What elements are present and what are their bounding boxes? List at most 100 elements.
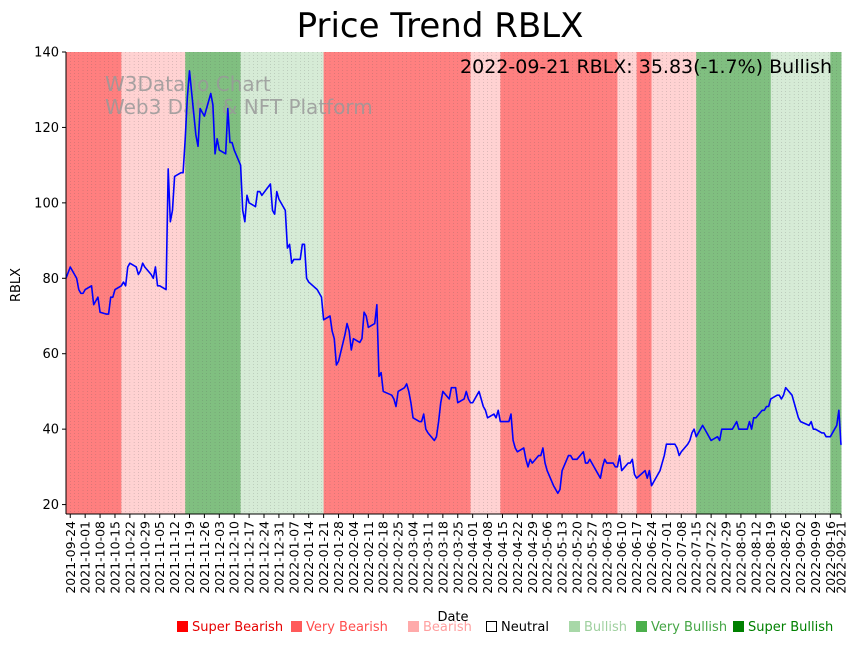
x-tick-label: 2022-05-20 bbox=[569, 521, 584, 594]
legend-label: Super Bearish bbox=[192, 620, 284, 635]
x-tick-label: 2022-09-09 bbox=[808, 521, 823, 594]
legend-item-super-bearish: Super Bearish bbox=[177, 620, 283, 635]
x-axis-ticks: 2021-09-24 2021-10-01 2021-10-08 2021-10-15… bbox=[63, 514, 849, 594]
trend-band-very-bullish bbox=[830, 52, 842, 514]
x-tick-label: 2022-07-01 bbox=[659, 521, 674, 594]
x-tick-label: 2022-09-16 bbox=[823, 521, 838, 594]
x-tick-label: 2021-10-01 bbox=[78, 521, 93, 594]
legend-item-neutral: Neutral bbox=[486, 620, 549, 635]
x-tick-label: 2022-07-08 bbox=[674, 521, 689, 594]
x-tick-label: 2021-11-19 bbox=[182, 521, 197, 594]
x-tick-label: 2022-08-19 bbox=[763, 521, 778, 594]
trend-band-very-bearish bbox=[500, 52, 618, 514]
trend-legend: Super Bearish Very Bearish Bearish Neutral B… bbox=[0, 620, 859, 640]
legend-item-bearish: Bearish bbox=[408, 620, 472, 635]
trend-bands bbox=[66, 52, 842, 514]
legend-item-bullish: Bullish bbox=[569, 620, 627, 635]
x-tick-label: 2022-06-24 bbox=[644, 521, 659, 594]
legend-item-very-bullish: Very Bullish bbox=[636, 620, 727, 635]
price-annotation: 2022-09-21 RBLX: 35.83(-1.7%) Bullish bbox=[460, 56, 832, 78]
x-tick-label: 2022-01-07 bbox=[286, 521, 301, 594]
x-tick-label: 2022-08-12 bbox=[748, 521, 763, 594]
x-tick-label: 2021-10-22 bbox=[122, 521, 137, 594]
trend-band-very-bearish bbox=[636, 52, 653, 514]
x-tick-label: 2021-12-10 bbox=[227, 521, 242, 594]
legend-label: Super Bullish bbox=[748, 620, 834, 635]
x-tick-label: 2021-11-12 bbox=[167, 521, 182, 594]
x-tick-label: 2022-04-29 bbox=[525, 521, 540, 594]
x-tick-label: 2022-01-28 bbox=[331, 521, 346, 594]
x-tick-label: 2021-09-24 bbox=[63, 521, 78, 594]
x-tick-label: 2022-02-11 bbox=[361, 521, 376, 594]
x-tick-label: 2022-02-04 bbox=[346, 521, 361, 594]
y-tick-label: 140 bbox=[34, 46, 59, 61]
legend-item-super-bullish: Super Bullish bbox=[733, 620, 833, 635]
trend-band-bullish bbox=[770, 52, 831, 514]
y-tick-label: 60 bbox=[42, 347, 59, 362]
x-tick-label: 2022-06-17 bbox=[629, 521, 644, 594]
legend-swatch bbox=[569, 621, 580, 632]
legend-swatch bbox=[291, 621, 302, 632]
trend-band-bullish bbox=[240, 52, 325, 514]
axes bbox=[65, 52, 841, 515]
x-tick-label: 2022-02-18 bbox=[376, 521, 391, 594]
x-tick-label: 2022-09-02 bbox=[793, 521, 808, 594]
x-tick-label: 2022-07-22 bbox=[704, 521, 719, 594]
x-tick-label: 2022-08-05 bbox=[733, 521, 748, 594]
legend-swatch bbox=[177, 621, 188, 632]
x-tick-label: 2022-06-10 bbox=[614, 521, 629, 594]
x-tick-label: 2022-04-15 bbox=[495, 521, 510, 594]
x-tick-label: 2022-04-22 bbox=[510, 521, 525, 594]
legend-label: Bullish bbox=[584, 620, 628, 635]
legend-item-very-bearish: Very Bearish bbox=[291, 620, 388, 635]
x-tick-label: 2021-10-29 bbox=[137, 521, 152, 594]
x-tick-label: 2021-11-26 bbox=[197, 521, 212, 594]
legend-label: Very Bullish bbox=[651, 620, 728, 635]
x-tick-label: 2022-04-01 bbox=[465, 521, 480, 594]
x-tick-label: 2022-05-27 bbox=[584, 521, 599, 594]
y-tick-label: 80 bbox=[42, 272, 59, 287]
y-tick-label: 100 bbox=[34, 196, 59, 211]
x-tick-label: 2022-08-26 bbox=[778, 521, 793, 594]
legend-swatch bbox=[636, 621, 647, 632]
x-tick-label: 2022-03-11 bbox=[420, 521, 435, 594]
y-axis-ticks: 20 40 60 80 100 120 140 bbox=[34, 46, 66, 513]
legend-swatch bbox=[733, 621, 744, 632]
trend-band-bearish bbox=[121, 52, 186, 514]
y-tick-label: 20 bbox=[42, 498, 59, 513]
x-tick-label: 2022-04-08 bbox=[480, 521, 495, 594]
legend-swatch bbox=[408, 621, 419, 632]
x-tick-label: 2021-12-03 bbox=[212, 521, 227, 594]
x-tick-label: 2022-07-15 bbox=[689, 521, 704, 594]
watermark-line-2: Web3 Data & NFT Platform bbox=[105, 95, 373, 119]
price-line bbox=[65, 70, 842, 495]
legend-label: Very Bearish bbox=[306, 620, 388, 635]
x-tick-label: 2022-03-18 bbox=[435, 521, 450, 594]
watermark: W3Data.io Chart Web3 Data & NFT Platform bbox=[105, 72, 373, 119]
trend-band-bearish bbox=[470, 52, 501, 514]
x-tick-label: 2022-03-04 bbox=[406, 521, 421, 594]
x-tick-label: 2022-01-21 bbox=[316, 521, 331, 594]
x-tick-label: 2022-09-21 bbox=[834, 521, 849, 594]
x-tick-label: 2022-07-29 bbox=[719, 521, 734, 594]
x-tick-label: 2021-12-31 bbox=[271, 521, 286, 594]
x-axis-label: Date bbox=[437, 610, 468, 625]
trend-band-very-bearish bbox=[323, 52, 472, 514]
x-tick-label: 2021-11-05 bbox=[152, 521, 167, 594]
x-tick-label: 2022-01-14 bbox=[301, 521, 316, 594]
x-tick-label: 2021-10-15 bbox=[107, 521, 122, 594]
x-tick-label: 2022-03-25 bbox=[450, 521, 465, 594]
legend-label: Neutral bbox=[501, 620, 549, 635]
chart-title: Price Trend RBLX bbox=[297, 6, 584, 46]
y-tick-label: 120 bbox=[34, 121, 59, 136]
trend-band-bearish bbox=[651, 52, 697, 514]
x-tick-label: 2021-10-08 bbox=[93, 521, 108, 594]
x-tick-label: 2022-06-03 bbox=[599, 521, 614, 594]
x-tick-label: 2022-05-13 bbox=[555, 521, 570, 594]
y-axis-label: RBLX bbox=[9, 268, 24, 302]
trend-band-bearish bbox=[617, 52, 638, 514]
x-tick-label: 2021-12-24 bbox=[257, 521, 272, 594]
legend-label: Bearish bbox=[423, 620, 472, 635]
x-tick-label: 2022-02-25 bbox=[391, 521, 406, 594]
